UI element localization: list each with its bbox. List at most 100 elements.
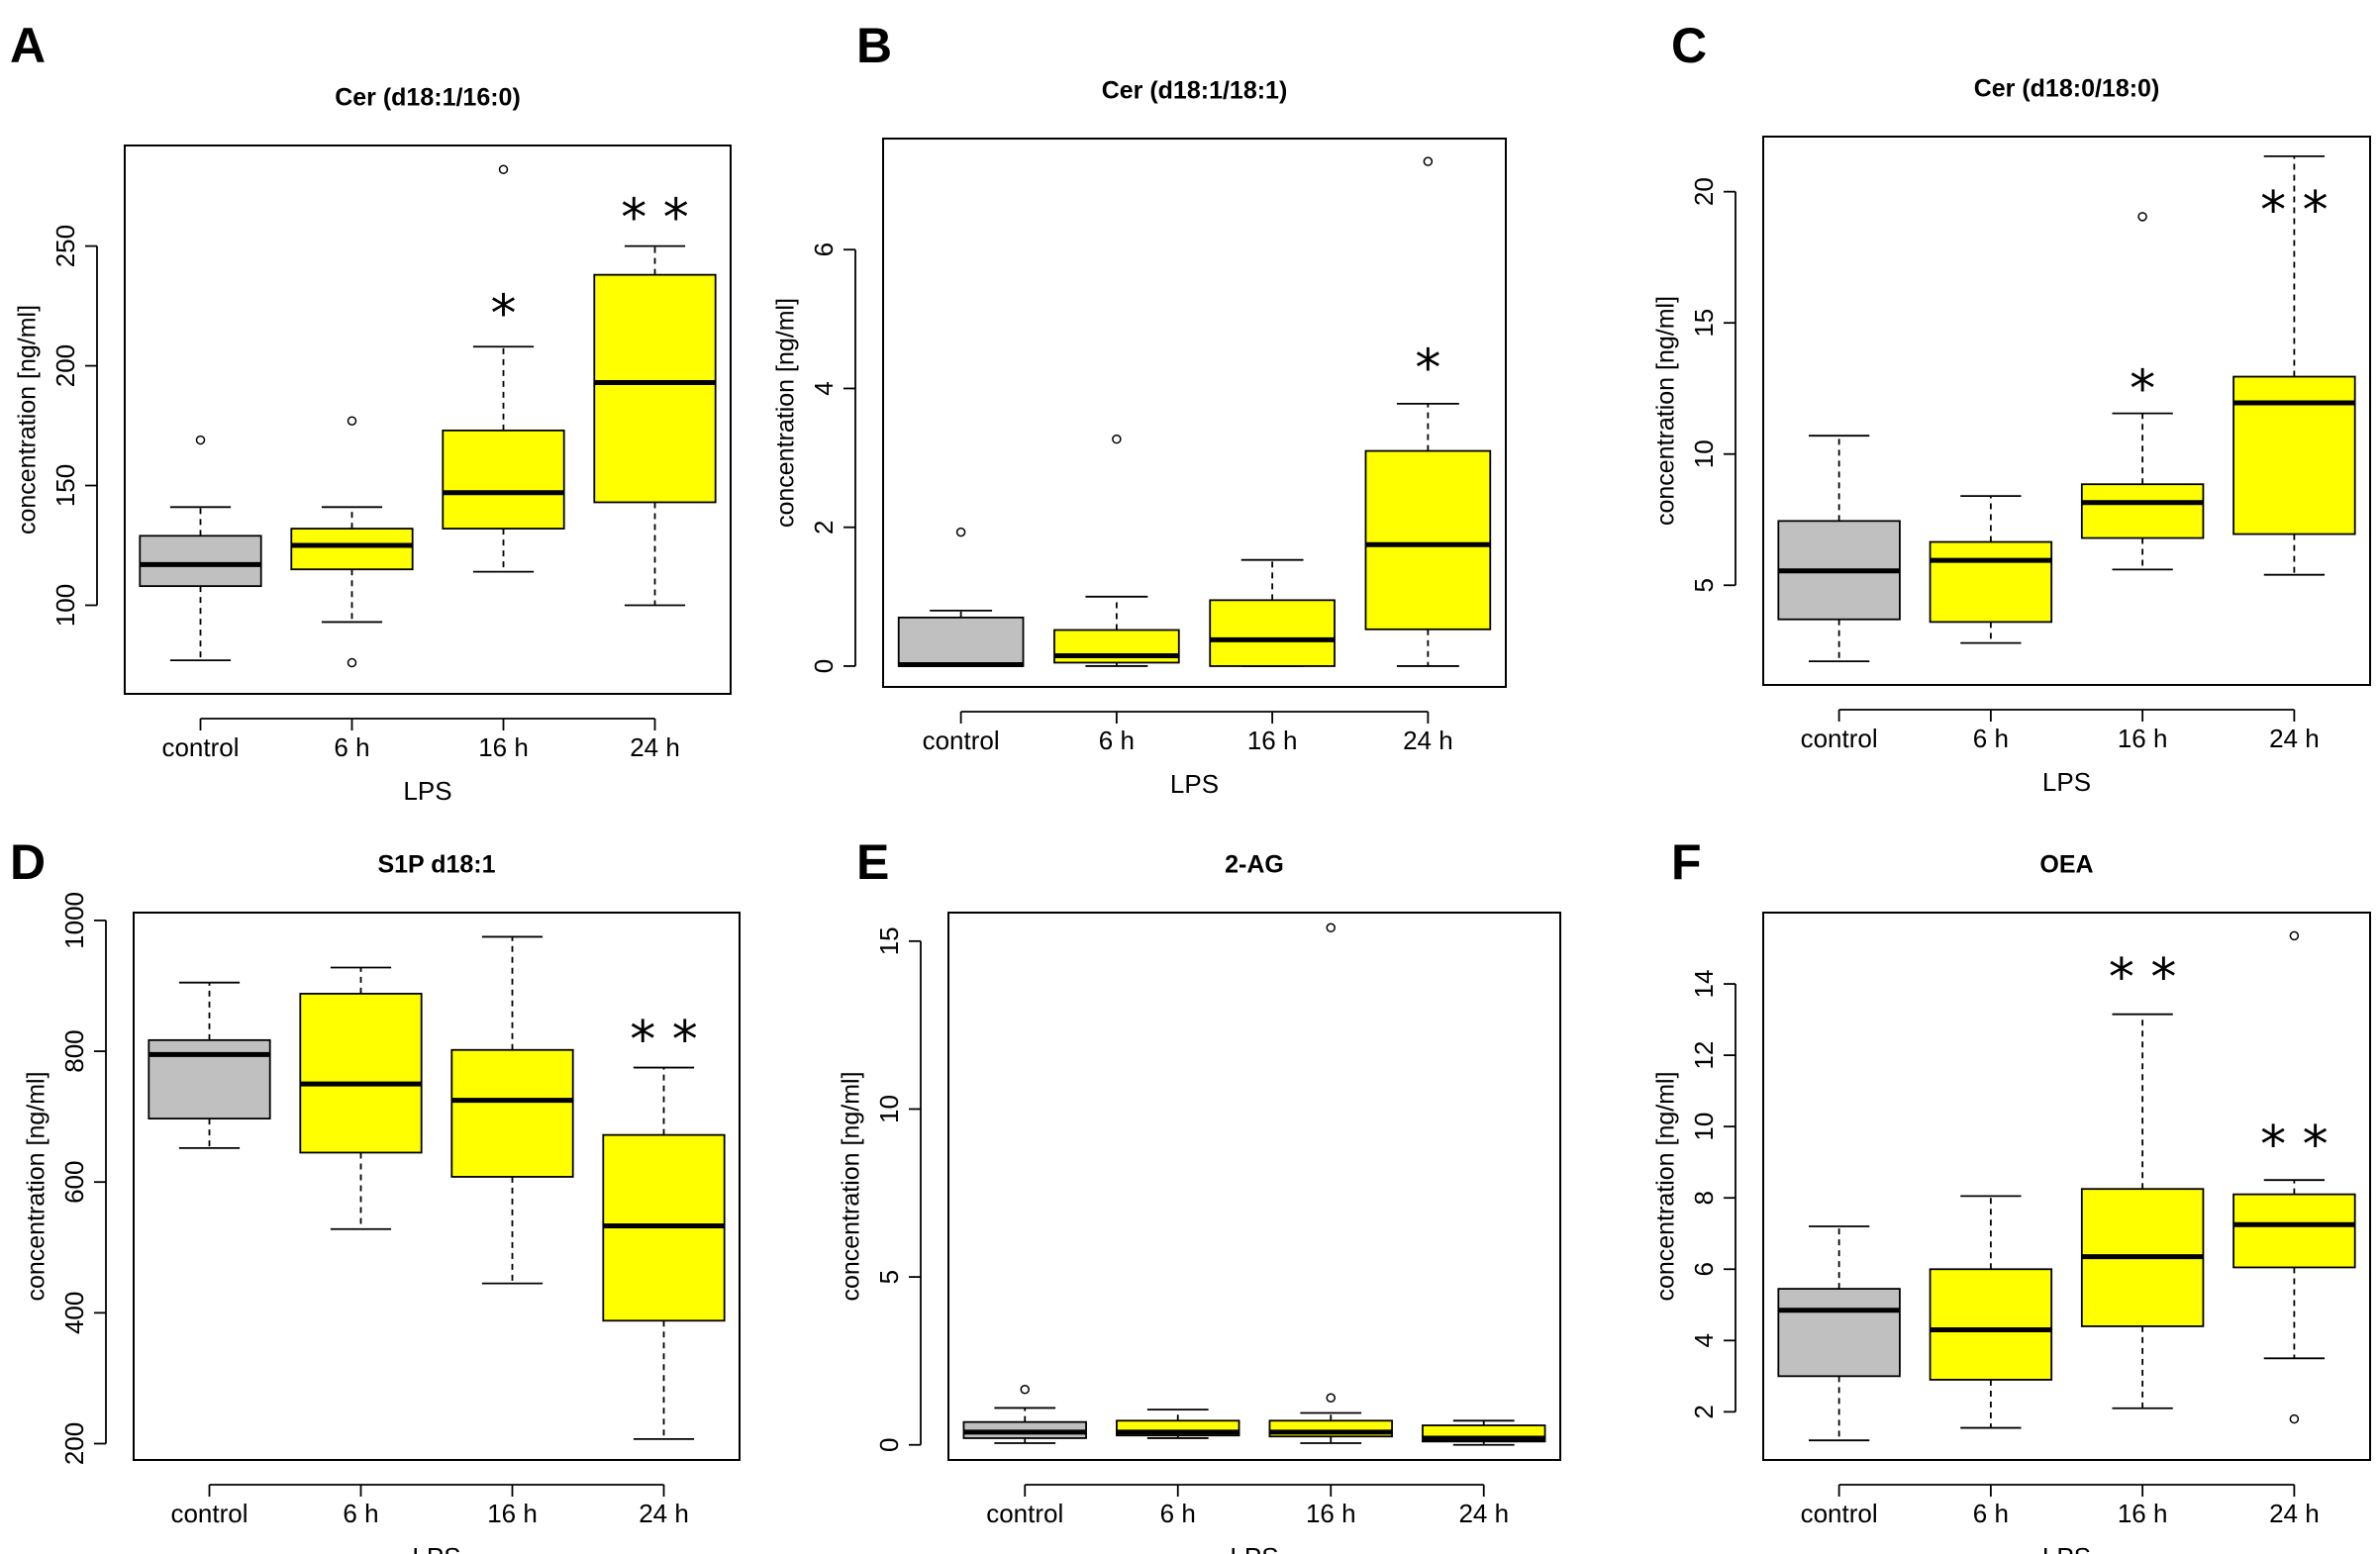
box-16h: [1268, 923, 1393, 1444]
outlier-point: [955, 527, 966, 537]
outlier-point: [498, 164, 509, 174]
outlier-point: [2289, 930, 2300, 941]
box-16h: [1209, 558, 1336, 667]
x-tick-label: control: [1801, 724, 1878, 753]
box-24h: [593, 244, 717, 607]
y-axis-label: concentration [ng/ml]: [772, 298, 800, 528]
box-control: [897, 527, 1025, 668]
chart-panel-b: B Cer (d18:1/18:1) 0 2 4 6 control 6 h 16 h 24 h L…: [772, 18, 1507, 799]
panel-letter: F: [1671, 834, 1702, 890]
box-iqr: [450, 1048, 574, 1178]
y-axis: 2 4 6 8 10 12 14: [1689, 970, 1736, 1419]
box-iqr: [290, 528, 414, 571]
box-control: [139, 435, 262, 662]
box-iqr: [1929, 1268, 2053, 1381]
box-iqr: [897, 616, 1025, 667]
chart-title: 2-AG: [1225, 851, 1284, 879]
x-tick-label: control: [923, 726, 1000, 755]
outlier-point: [2137, 212, 2147, 222]
y-tick-label: 6: [1689, 1262, 1719, 1276]
chart-title: Cer (d18:0/18:0): [1974, 75, 2160, 103]
chart-panel-d: D S1P d18:1 200 400 600 800 1000 control 6 h 16 h…: [10, 834, 741, 1554]
y-tick-label: 15: [1689, 309, 1719, 338]
panel-letter: D: [10, 834, 46, 890]
chart-panel-e: E 2-AG 0 5 10 15 control 6 h 16 h 24 h LPS concentr…: [838, 834, 1561, 1554]
y-tick-label: 4: [809, 381, 839, 395]
chart-panel-a: A Cer (d18:1/16:0) 100 150 200 250 control 6 h 1…: [10, 18, 732, 806]
outlier-point: [195, 435, 206, 445]
x-tick-label: 6 h: [1973, 1499, 2009, 1528]
y-axis: 0 5 10 15: [874, 926, 922, 1452]
x-axis-label: LPS: [2042, 767, 2091, 797]
box-16h: [450, 935, 574, 1285]
x-axis: control 6 h 16 h 24 h: [923, 711, 1453, 755]
x-axis: control 6 h 16 h 24 h: [986, 1484, 1509, 1528]
y-tick-label: 10: [874, 1095, 904, 1123]
significance-marker: *: [491, 284, 517, 343]
y-tick-label: 250: [50, 225, 80, 267]
x-tick-label: 16 h: [478, 732, 529, 762]
x-tick-label: control: [161, 732, 239, 762]
chart-title: Cer (d18:1/16:0): [335, 84, 521, 112]
panel-letter: E: [856, 834, 889, 890]
box-6h: [1116, 1408, 1240, 1439]
y-axis-label: concentration [ng/ml]: [838, 1071, 865, 1301]
y-tick-label: 6: [809, 243, 839, 256]
x-tick-label: 16 h: [487, 1499, 538, 1528]
box-16h: [2080, 212, 2205, 571]
significance-marker: *: [2130, 359, 2155, 419]
x-axis: control 6 h 16 h 24 h: [170, 1484, 689, 1528]
plot-frame: [947, 912, 1561, 1461]
box-iqr: [2232, 1193, 2356, 1269]
plot-frame: [1762, 136, 2371, 686]
x-axis: control 6 h 16 h 24 h: [1801, 1484, 2320, 1528]
x-tick-label: 24 h: [2269, 724, 2320, 753]
box-iqr: [2080, 483, 2205, 539]
y-axis-label: concentration [ng/ml]: [23, 1071, 50, 1301]
significance-marker: * *: [621, 189, 689, 248]
y-tick-label: 20: [1689, 177, 1719, 206]
box-6h: [290, 416, 414, 668]
significance-marker: * *: [2109, 948, 2177, 1008]
significance-marker: * *: [2260, 1116, 2329, 1175]
box-24h: [1364, 156, 1492, 667]
box-control: [148, 981, 271, 1149]
y-tick-label: 400: [59, 1292, 89, 1334]
x-tick-label: control: [986, 1499, 1063, 1528]
box-iqr: [148, 1038, 271, 1120]
box-iqr: [139, 534, 262, 588]
x-tick-label: control: [170, 1499, 248, 1528]
box-24h: [602, 1066, 726, 1440]
y-tick-label: 2: [1689, 1405, 1719, 1418]
significance-marker: * *: [630, 1011, 698, 1070]
box-iqr: [1209, 599, 1336, 667]
y-axis-label: concentration [ng/ml]: [14, 305, 42, 534]
y-axis-label: concentration [ng/ml]: [1652, 1071, 1680, 1301]
box-6h: [299, 966, 423, 1230]
x-axis-label: LPS: [403, 776, 451, 806]
x-tick-label: 24 h: [630, 732, 680, 762]
panel-letter: B: [856, 18, 892, 73]
x-tick-label: 6 h: [1160, 1499, 1196, 1528]
y-tick-label: 2: [809, 520, 839, 534]
box-16h: [442, 164, 565, 573]
outlier-point: [1112, 434, 1122, 444]
significance-marker: *: [1415, 339, 1440, 398]
x-axis-label: LPS: [1170, 769, 1219, 799]
box-16h: [2080, 1013, 2205, 1409]
x-tick-label: 16 h: [1306, 1499, 1356, 1528]
plot-frame: [882, 138, 1507, 688]
x-tick-label: 16 h: [2118, 1499, 2168, 1528]
y-tick-label: 10: [1689, 439, 1719, 468]
plot-frame: [1762, 912, 2371, 1461]
y-tick-label: 200: [50, 344, 80, 387]
box-iqr: [442, 429, 565, 530]
x-tick-label: 24 h: [1458, 1499, 1509, 1528]
box-control: [1777, 435, 1901, 663]
x-tick-label: 6 h: [343, 1499, 378, 1528]
y-tick-label: 0: [809, 659, 839, 673]
y-axis: 0 2 4 6: [809, 243, 856, 673]
y-tick-label: 800: [59, 1029, 89, 1072]
box-control: [1777, 1225, 1901, 1442]
box-iqr: [1364, 449, 1492, 631]
